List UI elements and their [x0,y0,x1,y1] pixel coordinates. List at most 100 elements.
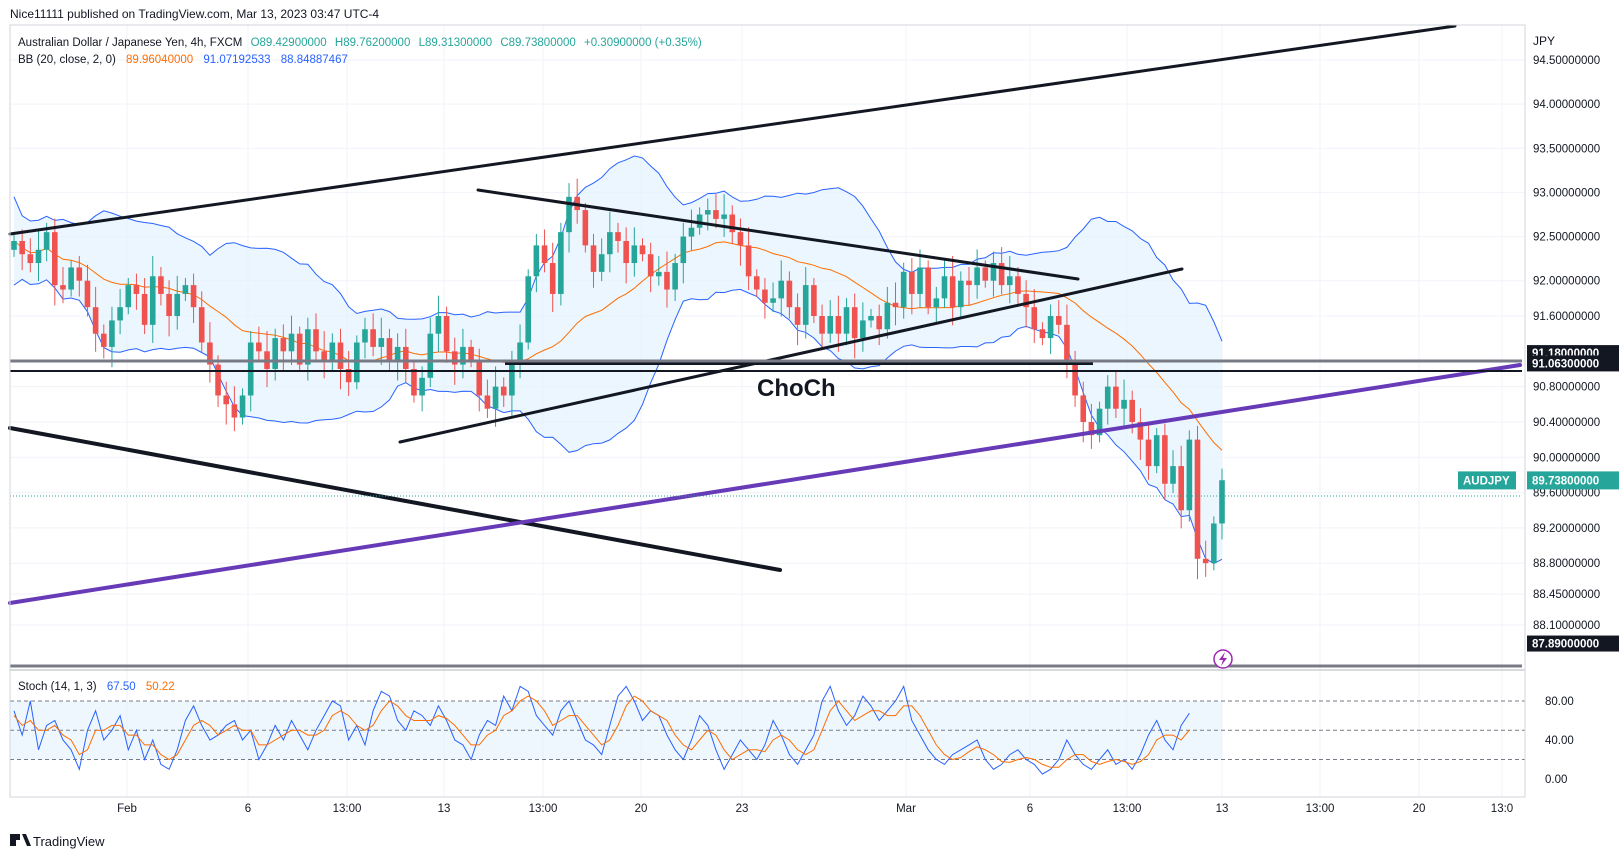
time-axis-label: 6 [1027,803,1033,815]
candle-body [713,210,719,219]
candle-body [1153,435,1160,467]
candle-body [1211,523,1217,564]
candle-body [468,346,474,361]
candle-body [370,329,376,347]
candle-body [737,232,744,246]
candle-body [541,245,548,264]
candle-body [27,254,34,264]
candle-body [1104,386,1111,409]
legend-high: H89.76200000 [335,37,410,49]
upper-channel-trendline[interactable] [8,24,1457,236]
candle-body [811,285,817,317]
lower-channel-trendline[interactable] [8,426,782,572]
candle-body [1202,558,1209,564]
candle-body [443,316,450,352]
candle-body [802,285,809,325]
price-axis[interactable]: 94.50000000 94.00000000 93.50000000 93.0000… [1458,55,1619,652]
stoch-axis-label: 80.00 [1545,696,1574,708]
candle-body [1162,435,1168,484]
stoch-axis-label: 40.00 [1545,735,1574,747]
candle-body [288,333,295,352]
candle-body [762,289,768,303]
candle-body [345,368,352,383]
time-axis-label: 13 [1216,803,1229,815]
time-axis-label: 20 [635,803,648,815]
candle-body [419,377,425,396]
candle-body [133,285,140,294]
stoch-axis[interactable]: 80.00 40.00 0.00 [1545,696,1574,786]
candle-body [925,267,931,308]
time-axis-label: 13:00 [1306,803,1335,815]
candle-body [1006,276,1013,286]
candle-body [786,280,793,308]
candle-body [607,232,613,255]
candle-body [631,245,638,264]
currency-label: JPY [1533,34,1555,48]
candle-body [362,329,368,343]
candle-body [378,338,385,347]
candle-body [337,342,344,369]
price-axis-label: 89.20000000 [1533,523,1600,535]
candle-body [460,346,466,365]
candle-body [198,307,205,343]
legend-row-2: BB (20, close, 2, 0) 89.96040000 91.0719… [18,54,348,66]
candle-body [941,276,948,299]
candle-body [1072,360,1078,396]
candle-body [1088,421,1095,436]
last-price-box [1527,471,1619,490]
candle-body [149,276,156,325]
legend-row-1: Australian Dollar / Japanese Yen, 4h, FX… [18,37,702,49]
candle-body [158,276,164,294]
candle-body [321,351,327,361]
time-axis[interactable]: Feb 6 13:00 13 13:00 20 23 Mar 6 13:00 13 13:00 20 13… [117,803,1513,815]
candle-body [1145,439,1152,467]
candle-body [1186,439,1193,511]
candle-body [827,316,834,334]
time-axis-label: 13 [438,803,451,815]
price-highlight-box [1527,355,1619,372]
candle-body [484,395,491,409]
candle-body [43,232,50,250]
time-axis-label: Feb [117,803,137,815]
candle-body [411,368,417,396]
candle-body [476,360,483,396]
footer-brand: TradingView [33,834,105,849]
price-axis-label: 93.50000000 [1533,143,1600,155]
candle-body [933,298,940,308]
legend-symbol: Australian Dollar / Japanese Yen, 4h, FX… [18,37,242,49]
candle-body [566,196,572,233]
candle-body [1219,480,1225,524]
stoch-legend-k: 67.50 [107,681,136,693]
candle-body [892,302,899,308]
candle-body [917,267,923,294]
triangle-upper-trendline[interactable] [476,188,1080,281]
legend-close: C89.73800000 [500,37,575,49]
purple-trendline[interactable] [8,363,1522,605]
candle-body [721,214,727,219]
candle-body [386,338,393,361]
candle-body [166,293,172,317]
candle-body [451,351,458,365]
candlestick-series [11,178,1225,580]
candle-body [1047,316,1054,339]
alert-icon[interactable] [1213,649,1233,669]
legend-bb-label: BB (20, close, 2, 0) [18,54,116,66]
candle-body [207,342,213,365]
candle-body [1137,421,1144,440]
candle-body [966,280,972,286]
candle-body [819,316,825,334]
candle-body [851,307,858,339]
candle-body [215,364,221,396]
time-axis-label: 13:0 [1491,803,1513,815]
tradingview-logo[interactable]: TradingView [10,834,105,849]
candle-body [558,232,564,294]
candle-body [1178,466,1184,511]
price-axis-label: 88.45000000 [1533,589,1600,601]
price-highlight-box [1527,635,1619,652]
candle-body [280,338,287,352]
price-axis-label: 92.00000000 [1533,276,1600,288]
price-axis-label: 90.40000000 [1533,417,1600,429]
triangle-lower-trendline[interactable] [398,267,1184,444]
candle-body [272,338,278,369]
